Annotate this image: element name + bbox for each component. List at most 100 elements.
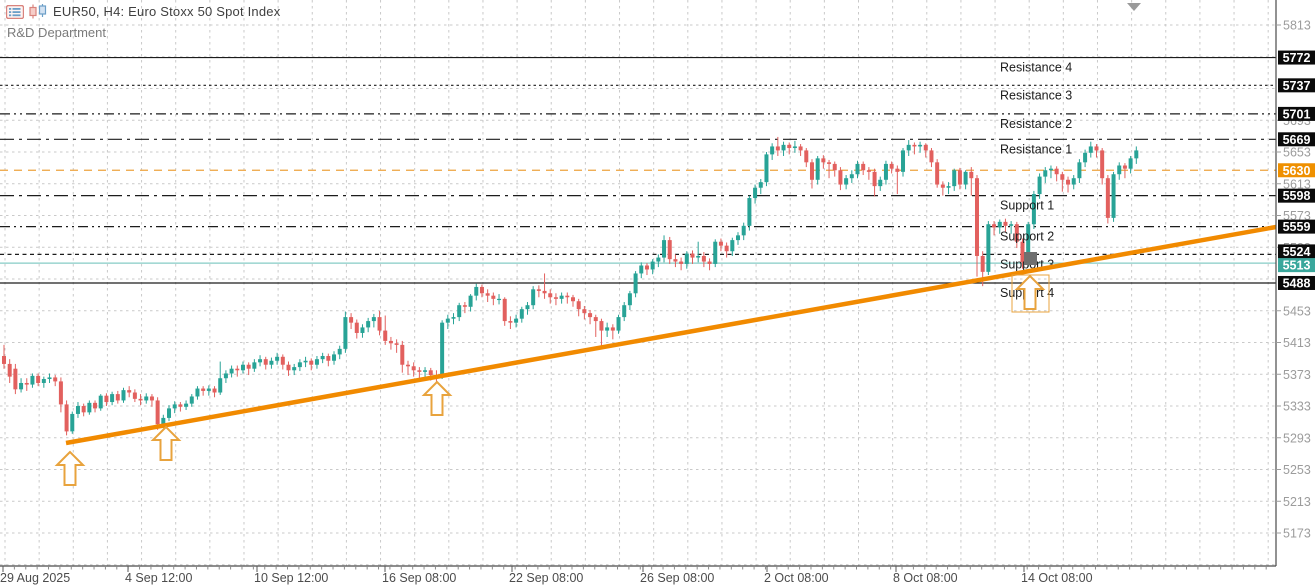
candle-body bbox=[724, 245, 729, 252]
candle-body bbox=[206, 388, 211, 391]
candle-body bbox=[326, 355, 331, 361]
candle-body bbox=[878, 179, 883, 187]
up-arrow-3[interactable] bbox=[421, 380, 453, 416]
candle-body bbox=[906, 144, 911, 151]
candle-body bbox=[542, 290, 547, 294]
candle-body bbox=[627, 293, 632, 306]
candle-body bbox=[673, 259, 678, 262]
candle-body bbox=[1111, 174, 1116, 218]
candle-body bbox=[400, 344, 405, 365]
level-label-resistance-3: Resistance 3 bbox=[1000, 88, 1072, 102]
candle-body bbox=[531, 289, 536, 306]
candle-body bbox=[417, 370, 422, 372]
candle-body bbox=[332, 354, 337, 361]
candle-body bbox=[940, 184, 945, 188]
candle-body bbox=[935, 162, 940, 185]
candle-body bbox=[946, 186, 951, 188]
candle-body bbox=[337, 348, 342, 355]
up-arrow-2[interactable] bbox=[150, 425, 182, 461]
candle-body bbox=[1066, 179, 1071, 185]
date-axis-label: 22 Sep 08:00 bbox=[509, 571, 583, 585]
candle-body bbox=[246, 364, 251, 369]
candle-body bbox=[644, 265, 649, 270]
candle-body bbox=[804, 150, 809, 163]
candle-body bbox=[861, 163, 866, 171]
price-axis-label: 5373 bbox=[1283, 368, 1311, 382]
candle-body bbox=[593, 317, 598, 322]
candle-body bbox=[502, 298, 507, 322]
candle-body bbox=[832, 163, 837, 171]
candle-body bbox=[297, 362, 302, 368]
price-badge-5598 bbox=[1278, 188, 1315, 203]
candle-body bbox=[258, 359, 263, 363]
candle-body bbox=[525, 305, 530, 310]
candle-body bbox=[696, 255, 701, 258]
candle-body bbox=[19, 382, 24, 390]
price-axis-label: 5173 bbox=[1283, 527, 1311, 541]
symbols-list-icon[interactable] bbox=[6, 4, 24, 19]
chart-shift-marker[interactable] bbox=[1127, 3, 1141, 11]
candle-body bbox=[633, 273, 638, 294]
candle-body bbox=[201, 388, 206, 391]
candle-body bbox=[167, 408, 172, 418]
candle-body bbox=[713, 241, 718, 264]
candle-body bbox=[115, 394, 120, 401]
candle-body bbox=[13, 368, 18, 390]
candle-body bbox=[36, 375, 41, 383]
price-badge-5524 bbox=[1278, 244, 1315, 259]
up-arrow-4[interactable] bbox=[1014, 274, 1046, 310]
date-axis-label: 14 Oct 08:00 bbox=[1021, 571, 1093, 585]
candle-body bbox=[736, 235, 741, 241]
candle-body bbox=[138, 398, 143, 401]
candle-body bbox=[610, 327, 615, 331]
candle-body bbox=[383, 330, 388, 341]
price-axis-label: 5213 bbox=[1283, 495, 1311, 509]
selection-handle[interactable] bbox=[1024, 252, 1037, 265]
candle-body bbox=[980, 255, 985, 272]
candle-body bbox=[536, 289, 541, 291]
candle-body bbox=[235, 368, 240, 371]
candle-body bbox=[1009, 224, 1014, 226]
price-badge-text: 5513 bbox=[1283, 259, 1311, 273]
price-badge-5559 bbox=[1278, 219, 1315, 234]
candle-body bbox=[1014, 224, 1019, 242]
level-label-resistance-1: Resistance 1 bbox=[1000, 142, 1072, 156]
candle-body bbox=[309, 360, 314, 365]
candle-body bbox=[571, 297, 575, 302]
candle-body bbox=[770, 146, 775, 155]
candle-body bbox=[707, 261, 712, 264]
date-axis-label: 29 Aug 2025 bbox=[0, 571, 70, 585]
price-badge-text: 5630 bbox=[1283, 164, 1311, 178]
candle-body bbox=[969, 171, 974, 179]
candle-body bbox=[519, 309, 524, 319]
candle-body bbox=[582, 309, 587, 314]
candle-body bbox=[974, 178, 979, 256]
candle-body bbox=[229, 368, 234, 374]
candle-body bbox=[1043, 170, 1048, 177]
candlestick-chart-icon[interactable] bbox=[29, 4, 48, 19]
candle-body bbox=[918, 144, 923, 147]
candle-body bbox=[252, 362, 257, 369]
price-badge-5701 bbox=[1278, 106, 1315, 121]
price-badge-text: 5598 bbox=[1283, 189, 1311, 203]
candle-body bbox=[104, 395, 109, 403]
candle-body bbox=[650, 261, 655, 270]
candle-body bbox=[349, 317, 354, 323]
candle-body bbox=[929, 150, 934, 163]
candle-body bbox=[93, 402, 98, 409]
price-badge-text: 5772 bbox=[1283, 51, 1311, 65]
date-axis-label: 8 Oct 08:00 bbox=[893, 571, 958, 585]
trendline[interactable] bbox=[65, 224, 1277, 446]
candle-body bbox=[718, 241, 723, 246]
candle-body bbox=[1083, 152, 1088, 163]
candle-body bbox=[479, 286, 484, 294]
candle-body bbox=[730, 240, 735, 252]
candle-body bbox=[58, 381, 63, 405]
candle-body bbox=[701, 255, 706, 262]
up-arrow-1[interactable] bbox=[54, 450, 86, 486]
date-axis-label: 10 Sep 12:00 bbox=[254, 571, 328, 585]
candle-body bbox=[41, 379, 46, 383]
candle-body bbox=[1077, 162, 1082, 179]
price-axis-label: 5613 bbox=[1283, 177, 1311, 191]
